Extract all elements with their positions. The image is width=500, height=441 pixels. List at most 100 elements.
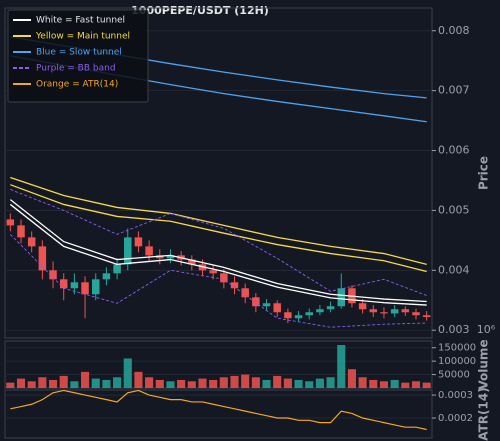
indicator-line [9,199,427,303]
volume-bar [262,379,271,388]
candle-body [369,309,378,313]
legend-label: Purple = BB band [36,64,116,74]
candle-body [422,315,431,318]
panel-frame [4,340,433,389]
legend-box [7,9,149,103]
y-axis-label: Volume [477,339,491,389]
volume-bar [16,378,26,388]
volume-bar [358,377,367,388]
candle-body [17,225,25,238]
volume-bar [219,377,228,388]
offset-text: 10⁶ [477,323,496,336]
volume-bar [81,371,90,388]
y-tick-label: 0.005 [438,203,470,216]
candle-body [358,303,367,310]
y-tick-label: 0.004 [438,263,470,276]
candle-body [305,312,313,316]
panel-frame [4,389,433,439]
indicator-line [10,189,427,296]
y-tick-label: 0.006 [438,144,470,157]
volume-bar [187,381,196,388]
candle-body [230,282,239,289]
volume-bar [241,374,250,388]
volume-bar [38,377,47,388]
volume-bar [166,381,175,388]
candle-body [241,288,249,298]
y-tick-label: 100000 [438,356,476,367]
indicator-line [10,184,427,273]
candle-body [124,237,132,265]
panel-frame [4,7,433,339]
candle-body [113,264,121,274]
volume-bar [177,379,186,388]
volume-bar [123,358,132,388]
volume-bar [273,375,282,388]
volume-bar [27,381,36,388]
legend-label: Orange = ATR(14) [36,80,118,90]
candle-body [390,309,399,314]
volume-bar [337,345,346,388]
y-tick-label: 150000 [438,343,476,354]
volume-bar [369,379,378,388]
volume-bar [230,375,239,388]
legend: White = Fast tunnel Yellow = Main tunnel B… [7,9,149,103]
candle-body [326,306,335,310]
candle-body [145,246,153,256]
y-axis-label: ATR(14) [477,387,491,440]
y-tick-label: 0.003 [438,323,470,336]
volume-bar [283,378,292,388]
y-tick-label: 0.0003 [438,390,473,401]
volume-bar [145,377,154,388]
legend-label: White = Fast tunnel [36,16,125,26]
y-axis-label: Price [477,156,491,190]
legend-label: Yellow = Main tunnel [35,32,130,42]
candle-body [188,259,196,265]
candle-body [27,237,36,247]
volume-bar [198,378,207,388]
candle-body [380,312,388,314]
candle-body [49,270,57,280]
candle-body [273,303,281,313]
volume-bar [59,375,68,388]
candle-body [294,315,303,319]
atr-line [10,389,427,431]
candle-body [81,282,89,295]
volume-bar [155,379,164,388]
candle-body [412,312,420,316]
legend-label: Blue = Slow tunnel [36,48,122,58]
candle-body [262,303,271,307]
candle-body [70,282,79,289]
y-tick-label: 0.007 [438,84,470,97]
candle-body [220,273,228,283]
volume-bar [6,382,15,388]
candle-body [316,309,324,313]
candle-body [209,270,217,274]
volume-bar [326,377,335,388]
volume-bar [48,379,58,388]
volume-bar [102,379,111,388]
volume-bar [379,381,389,388]
volume-bar [294,379,303,388]
volume-bar [209,379,218,388]
indicator-line [10,176,427,265]
y-tick-label: 0.0002 [438,413,473,424]
y-tick-label: 0.008 [438,24,470,37]
volume-bar [411,381,421,388]
candle-body [337,288,345,307]
candle-body [92,279,100,295]
y-tick-label: 50000 [438,370,470,381]
volume-bar [251,377,260,388]
candle-body [166,255,175,259]
volume-bar [91,378,100,388]
candle-body [6,219,15,226]
chart-title: 1000PEPE/USDT (12H) [131,4,269,17]
candle-body [102,273,111,280]
candle-body [59,279,68,289]
volume-bar [134,371,143,388]
volume-bar [390,379,399,388]
volume-bar [347,369,356,388]
candle-body [134,237,143,247]
volume-bar [70,381,79,388]
